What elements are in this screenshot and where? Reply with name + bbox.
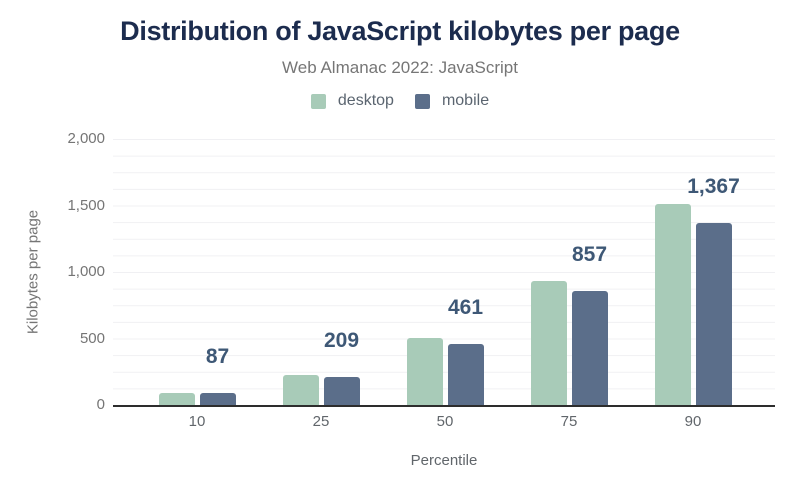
y-tick-label: 2,000 bbox=[67, 130, 105, 147]
y-tick-label: 0 bbox=[96, 396, 105, 413]
legend-item-mobile: mobile bbox=[414, 92, 490, 110]
bar-value-label: 87 bbox=[205, 345, 230, 369]
mobile-bar bbox=[695, 223, 732, 405]
x-tick-label: 25 bbox=[312, 413, 330, 430]
x-tick-label: 10 bbox=[188, 413, 206, 430]
bar-group-p50: 461 bbox=[406, 139, 484, 405]
x-axis-tick-labels: 10 25 50 75 90 bbox=[113, 413, 775, 433]
bar-value-label: 209 bbox=[323, 329, 360, 353]
desktop-bar bbox=[158, 393, 195, 405]
plot-area: 87 209 461 857 1,367 bbox=[113, 139, 775, 407]
mobile-legend-swatch-icon bbox=[414, 93, 430, 109]
legend-item-desktop: desktop bbox=[310, 92, 394, 110]
bar-group-p75: 857 bbox=[530, 139, 608, 405]
desktop-bar bbox=[654, 204, 691, 405]
mobile-bar bbox=[447, 343, 484, 405]
bar-value-label: 461 bbox=[447, 295, 484, 319]
bar-group-p10: 87 bbox=[158, 139, 236, 405]
y-axis-tick-labels: 0 500 1,000 1,500 2,000 bbox=[30, 130, 105, 413]
desktop-legend-swatch-icon bbox=[310, 93, 326, 109]
x-tick-label: 50 bbox=[436, 413, 454, 430]
mobile-bar bbox=[323, 377, 360, 405]
bar-group-p90: 1,367 bbox=[654, 139, 740, 405]
x-axis-title: Percentile bbox=[410, 452, 478, 469]
chart-subtitle: Web Almanac 2022: JavaScript bbox=[282, 58, 518, 77]
mobile-bar bbox=[199, 393, 236, 405]
desktop-bar bbox=[282, 375, 319, 405]
desktop-bar bbox=[530, 281, 567, 405]
chart-title: Distribution of JavaScript kilobytes per… bbox=[120, 16, 680, 46]
x-tick-label: 75 bbox=[560, 413, 578, 430]
desktop-bar bbox=[406, 337, 443, 405]
x-tick-label: 90 bbox=[684, 413, 702, 430]
bar-group-p25: 209 bbox=[282, 139, 360, 405]
bar-value-label: 857 bbox=[571, 243, 608, 267]
legend-label-mobile: mobile bbox=[441, 92, 490, 109]
chart-legend: desktop mobile bbox=[0, 92, 800, 110]
y-tick-label: 1,000 bbox=[67, 263, 105, 280]
mobile-bar bbox=[571, 291, 608, 405]
y-tick-label: 1,500 bbox=[67, 196, 105, 214]
bar-value-label: 1,367 bbox=[687, 175, 740, 199]
y-tick-label: 500 bbox=[79, 329, 105, 347]
legend-label-desktop: desktop bbox=[337, 92, 394, 109]
